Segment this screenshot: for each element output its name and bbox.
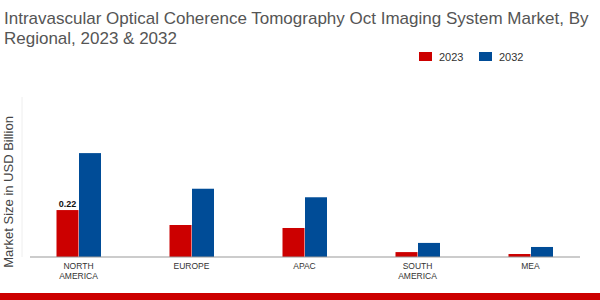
legend-label: 2023 [439, 51, 463, 63]
bar [170, 225, 192, 257]
bar [305, 197, 327, 257]
bar [79, 153, 101, 257]
background [0, 0, 600, 300]
x-tick-label: EUROPE [174, 261, 210, 271]
legend-swatch [419, 52, 432, 61]
bar [418, 243, 440, 257]
bar [531, 247, 553, 257]
x-tick-label-line: MEA [521, 261, 540, 271]
bars [57, 153, 554, 257]
y-axis-line [22, 97, 23, 257]
footer-strip [0, 293, 600, 300]
x-tick-label-line: NORTH [63, 261, 93, 271]
x-tick-label: NORTHAMERICA [59, 261, 98, 281]
legend-swatch [479, 52, 492, 61]
x-tick-label-line: APAC [293, 261, 316, 271]
x-tick-label-line: AMERICA [59, 271, 98, 281]
x-tick-label-line: SOUTH [403, 261, 433, 271]
chart: Intravascular Optical Coherence Tomograp… [0, 0, 600, 300]
legend-label: 2032 [499, 51, 523, 63]
bar [192, 189, 214, 257]
x-tick-label-line: AMERICA [398, 271, 437, 281]
data-labels: 0.22 [59, 199, 77, 209]
bar [57, 210, 79, 257]
bar [396, 252, 418, 257]
y-axis-label: Market Size in USD Billion [1, 116, 16, 268]
x-tick-label: SOUTHAMERICA [398, 261, 437, 281]
x-tick-label-line: EUROPE [174, 261, 210, 271]
x-tick-label: APAC [293, 261, 316, 271]
title: Intravascular Optical Coherence Tomograp… [4, 9, 589, 48]
data-label: 0.22 [59, 199, 77, 209]
x-tick-label: MEA [521, 261, 540, 271]
title-line: Intravascular Optical Coherence Tomograp… [4, 9, 589, 28]
bar [283, 228, 305, 257]
title-line: Regional, 2023 & 2032 [4, 29, 177, 48]
x-axis-line [30, 257, 580, 258]
